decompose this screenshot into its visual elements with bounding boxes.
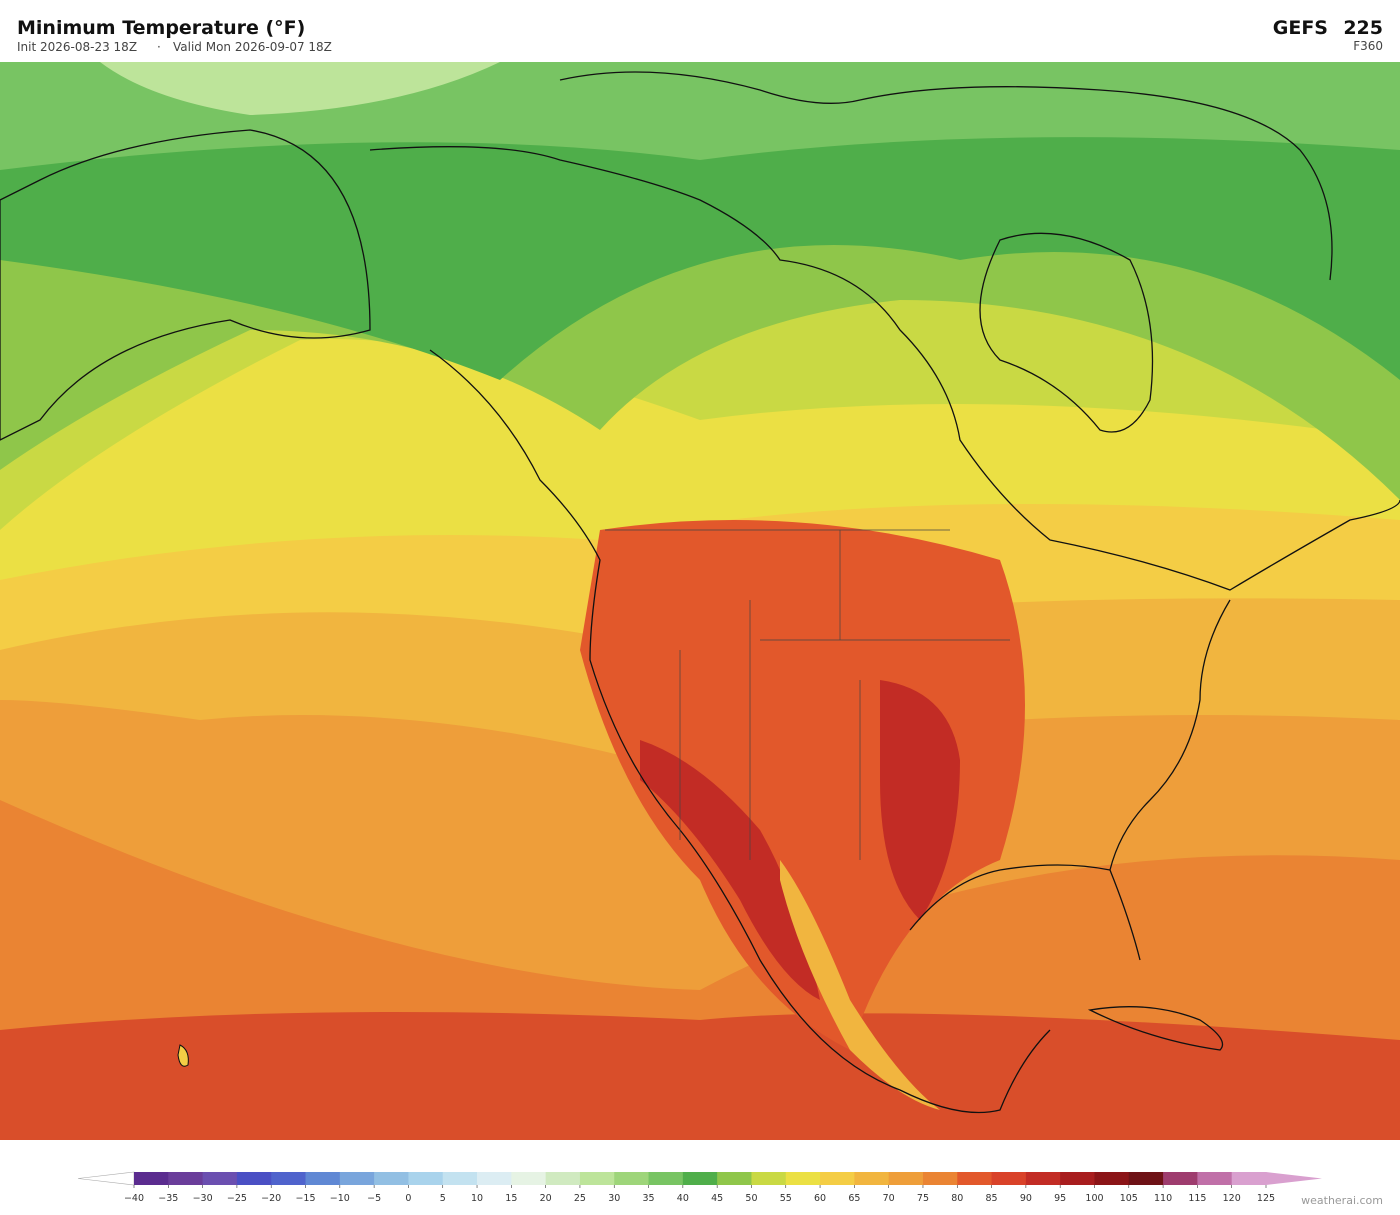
colorbar-tick-label: −20	[261, 1193, 281, 1204]
colorbar-cell	[339, 1172, 375, 1185]
colorbar-cell	[854, 1172, 890, 1185]
colorbar-cell	[134, 1172, 169, 1185]
colorbar-cell	[442, 1172, 478, 1185]
colorbar-tick-label: 55	[780, 1193, 792, 1204]
map-band	[780, 860, 940, 1110]
colorbar-tick-label: 60	[814, 1193, 826, 1204]
colorbar-tick-label: 90	[1020, 1193, 1032, 1204]
colorbar-tick-label: 75	[917, 1193, 929, 1204]
colorbar-tick-label: 100	[1085, 1193, 1103, 1204]
colorbar-cell	[991, 1172, 1027, 1185]
valid-time: Valid Mon 2026-09-07 18Z	[173, 40, 332, 54]
colorbar-tick-label: 85	[986, 1193, 998, 1204]
colorbar-cell	[168, 1172, 204, 1185]
colorbar-tick-label: 45	[711, 1193, 723, 1204]
init-time: Init 2026-08-23 18Z	[17, 40, 137, 54]
colorbar-cell	[236, 1172, 272, 1185]
colorbar-tick-label: −30	[193, 1193, 213, 1204]
colorbar-tick-label: 0	[405, 1193, 411, 1204]
colorbar-cell	[545, 1172, 581, 1185]
colorbar-tick-label: 80	[951, 1193, 963, 1204]
credit: weatherai.com	[1301, 1194, 1383, 1207]
colorbar-tick-label: 70	[883, 1193, 895, 1204]
colorbar-cell	[511, 1172, 547, 1185]
colorbar-cell	[1197, 1172, 1233, 1185]
colorbar-tick-label: 95	[1054, 1193, 1066, 1204]
colorbar-tick-label: −5	[367, 1193, 381, 1204]
colorbar-under	[77, 1171, 135, 1186]
colorbar-cell	[579, 1172, 615, 1185]
colorbar-tick-label: 10	[471, 1193, 483, 1204]
colorbar-cell	[1025, 1172, 1061, 1185]
map-band	[880, 680, 960, 920]
title: Minimum Temperature (°F)	[17, 17, 305, 39]
colorbar-cell	[408, 1172, 444, 1185]
colorbar-cell	[820, 1172, 855, 1185]
colorbar-cell	[374, 1172, 409, 1185]
colorbar-cell	[957, 1172, 993, 1185]
colorbar-cell	[1231, 1172, 1267, 1185]
map-band	[580, 520, 1025, 1050]
colorbar-cell	[922, 1172, 958, 1185]
colorbar-over	[1266, 1172, 1322, 1185]
colorbar-cell	[717, 1172, 752, 1185]
colorbar-tick-label: −10	[330, 1193, 350, 1204]
colorbar-cell	[1163, 1172, 1198, 1185]
colorbar-cell	[785, 1172, 821, 1185]
model: GEFS	[1273, 17, 1328, 39]
colorbar-cell	[1128, 1172, 1164, 1185]
colorbar-tick-label: −40	[124, 1193, 144, 1204]
colorbar-tick-label: 25	[574, 1193, 586, 1204]
colorbar-tick-label: 20	[540, 1193, 552, 1204]
colorbar-tick-label: 105	[1120, 1193, 1138, 1204]
colorbar-cell	[614, 1172, 650, 1185]
colorbar-cell	[305, 1172, 341, 1185]
colorbar-tick-label: 110	[1154, 1193, 1172, 1204]
colorbar-tick-label: −35	[158, 1193, 178, 1204]
colorbar-cell	[477, 1172, 512, 1185]
colorbar-tick-label: 115	[1188, 1193, 1206, 1204]
colorbar-cell	[751, 1172, 787, 1185]
colorbar-tick-label: 15	[505, 1193, 517, 1204]
colorbar: −40 −35 −30 −25 −20 −15 −10 −5 0 5 10 15 20 25 30 35 40 4…	[77, 1171, 1322, 1204]
colorbar-cell	[682, 1172, 718, 1185]
colorbar-tick-label: 30	[608, 1193, 620, 1204]
colorbar-cell	[1094, 1172, 1130, 1185]
map-band	[100, 62, 500, 115]
map-band	[640, 740, 820, 1000]
separator: ·	[157, 40, 161, 54]
colorbar-tick-label: 40	[677, 1193, 689, 1204]
colorbar-tick-label: 120	[1223, 1193, 1241, 1204]
colorbar-cell	[888, 1172, 924, 1185]
member: 225	[1343, 17, 1383, 39]
colorbar-cell	[648, 1172, 684, 1185]
colorbar-tick-label: 50	[745, 1193, 757, 1204]
colorbar-tick-label: 35	[642, 1193, 654, 1204]
colorbar-cell	[1060, 1172, 1095, 1185]
colorbar-cell	[202, 1172, 238, 1185]
map	[0, 62, 1400, 1140]
colorbar-tick-label: −15	[295, 1193, 315, 1204]
forecast-hour: F360	[1353, 39, 1383, 53]
colorbar-tick-label: −25	[227, 1193, 247, 1204]
colorbar-tick-label: 125	[1257, 1193, 1275, 1204]
colorbar-tick-label: 65	[848, 1193, 860, 1204]
colorbar-tick-label: 5	[440, 1193, 446, 1204]
colorbar-cell	[271, 1172, 307, 1185]
